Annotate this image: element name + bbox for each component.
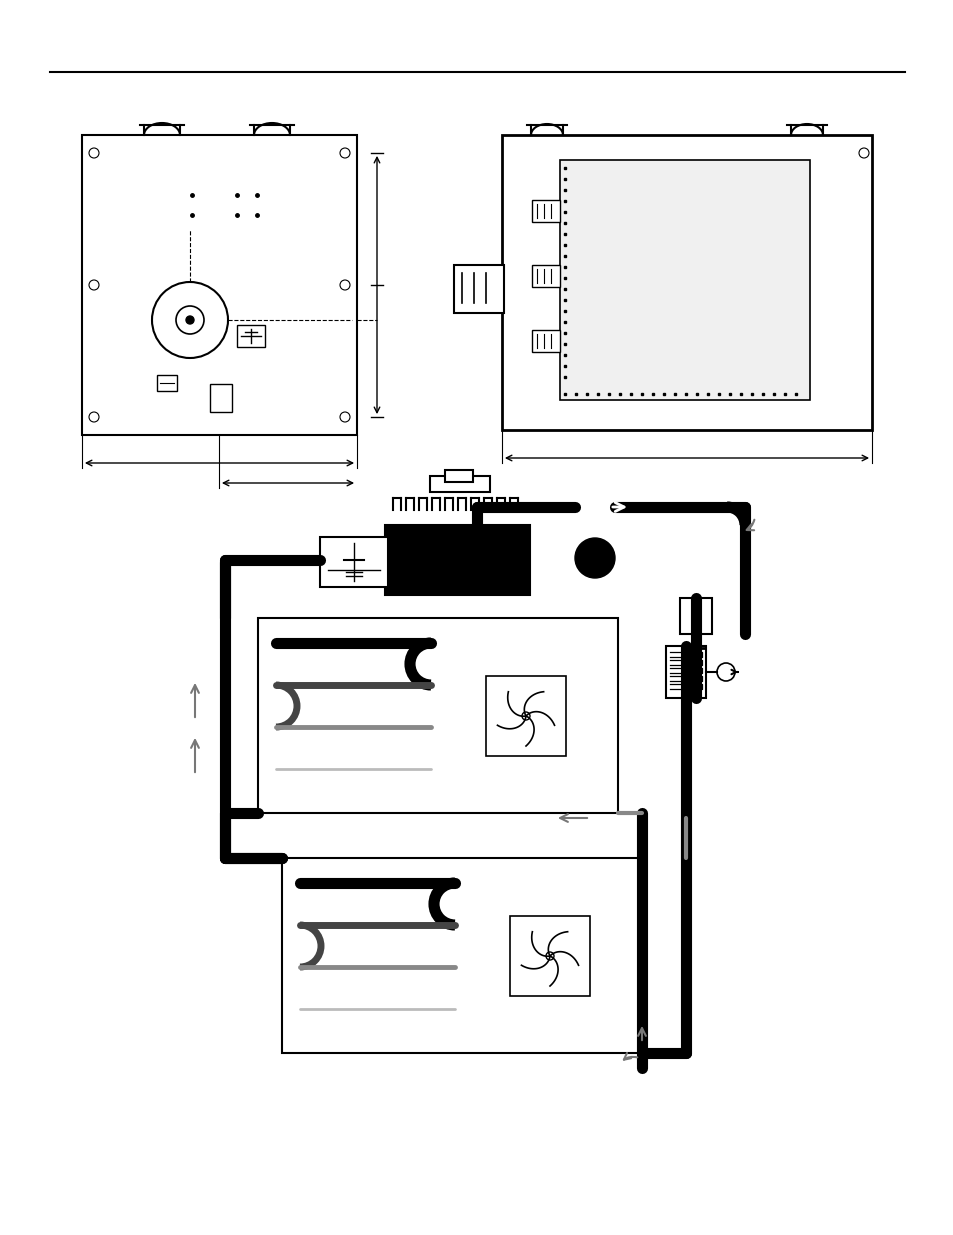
Bar: [236, 325, 265, 347]
Circle shape: [89, 148, 99, 158]
Circle shape: [575, 538, 615, 578]
Bar: [282, 858, 641, 1053]
Bar: [157, 375, 177, 391]
Circle shape: [186, 316, 193, 324]
Bar: [679, 598, 711, 634]
Bar: [665, 646, 705, 698]
Bar: [501, 135, 871, 430]
Bar: [532, 330, 559, 352]
Circle shape: [858, 148, 868, 158]
Circle shape: [339, 280, 350, 290]
Bar: [454, 266, 503, 312]
Circle shape: [89, 412, 99, 422]
Bar: [319, 537, 388, 587]
Bar: [430, 475, 490, 492]
Circle shape: [521, 713, 530, 720]
Circle shape: [339, 148, 350, 158]
Bar: [82, 135, 356, 435]
Bar: [559, 161, 809, 400]
Circle shape: [175, 306, 204, 333]
Text: T: T: [691, 610, 700, 622]
Bar: [510, 916, 589, 995]
Circle shape: [717, 663, 734, 680]
Circle shape: [89, 280, 99, 290]
Circle shape: [545, 952, 554, 960]
Bar: [257, 618, 618, 813]
Bar: [385, 525, 530, 595]
Circle shape: [152, 282, 228, 358]
Bar: [444, 471, 473, 482]
Bar: [532, 266, 559, 287]
Bar: [210, 384, 232, 412]
Bar: [485, 676, 565, 756]
Circle shape: [339, 412, 350, 422]
Bar: [532, 200, 559, 222]
